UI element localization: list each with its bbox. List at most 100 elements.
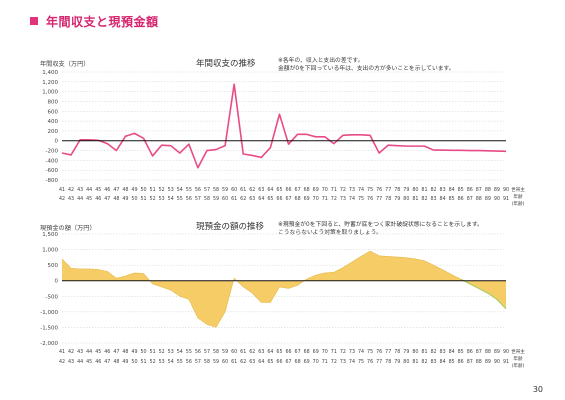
cash-xtick-label: 53 xyxy=(159,359,165,365)
cash-xtick-label: 89 xyxy=(494,349,500,355)
balance-xtick-label: 46 xyxy=(95,196,101,202)
cash-xtick-label: 51 xyxy=(140,359,146,365)
cash-xtick-label: 42 xyxy=(68,349,74,355)
cash-xtick-label: 47 xyxy=(113,349,119,355)
balance-ytick-label: 1,000 xyxy=(42,90,58,96)
balance-xtick-label: 58 xyxy=(213,187,219,193)
balance-xtick-label: 73 xyxy=(340,196,346,202)
balance-xtick-label: 77 xyxy=(376,196,382,202)
cash-ytick-label: 0 xyxy=(55,279,59,285)
cash-xtick-label: 59 xyxy=(213,359,219,365)
cash-xtick-label: 88 xyxy=(485,349,491,355)
balance-xtick-label: 54 xyxy=(177,187,183,193)
cash-xtick-label: 70 xyxy=(322,349,328,355)
balance-xtick-label: 64 xyxy=(258,196,264,202)
balance-xtick-label: 83 xyxy=(440,187,446,193)
balance-xtick-label: 54 xyxy=(168,196,174,202)
cash-xaxis-label: 年齢 xyxy=(513,355,523,362)
cash-xtick-label: 78 xyxy=(385,359,391,365)
cash-xtick-label: 63 xyxy=(258,349,264,355)
cash-area-fill xyxy=(62,251,506,328)
balance-xtick-label: 65 xyxy=(267,196,273,202)
balance-xtick-label: 41 xyxy=(59,187,65,193)
balance-xtick-label: 57 xyxy=(204,187,210,193)
cash-xtick-label: 69 xyxy=(304,359,310,365)
balance-xtick-label: 56 xyxy=(186,196,192,202)
balance-ytick-label: 400 xyxy=(48,119,59,125)
cash-xtick-label: 68 xyxy=(295,359,301,365)
cash-ytick-label: -2,000 xyxy=(40,341,58,347)
balance-xtick-label: 88 xyxy=(485,187,491,193)
balance-xtick-label: 76 xyxy=(376,187,382,193)
balance-xtick-label: 73 xyxy=(349,187,355,193)
cash-xtick-label: 58 xyxy=(213,349,219,355)
balance-xtick-label: 59 xyxy=(222,187,228,193)
cash-note-line: ※現預金が0を下回ると、貯蓄が底をつく家計破綻状態になることを示します。 xyxy=(278,220,483,228)
cash-xtick-label: 71 xyxy=(331,349,337,355)
cash-xtick-label: 66 xyxy=(276,359,282,365)
balance-xtick-label: 48 xyxy=(113,196,119,202)
balance-xtick-label: 66 xyxy=(285,187,291,193)
balance-xtick-label: 43 xyxy=(77,187,83,193)
balance-xtick-label: 72 xyxy=(340,187,346,193)
balance-xtick-label: 83 xyxy=(430,196,436,202)
cash-xtick-label: 75 xyxy=(358,359,364,365)
cash-xtick-label: 58 xyxy=(204,359,210,365)
page-title-row: 年間収支と現預金額 xyxy=(30,10,159,32)
balance-xtick-label: 91 xyxy=(503,196,509,202)
cash-xtick-label: 70 xyxy=(313,359,319,365)
balance-xtick-label: 70 xyxy=(313,196,319,202)
title-marker xyxy=(30,17,38,25)
page-number: 30 xyxy=(532,385,543,394)
balance-xtick-label: 62 xyxy=(249,187,255,193)
balance-ytick-label: -400 xyxy=(46,158,59,164)
cash-xtick-label: 88 xyxy=(476,359,482,365)
balance-xtick-label: 88 xyxy=(476,196,482,202)
balance-xtick-label: 50 xyxy=(131,196,137,202)
cash-xtick-label: 75 xyxy=(367,349,373,355)
balance-chart-title: 年間収支の推移 xyxy=(196,58,256,69)
cash-xtick-label: 83 xyxy=(430,359,436,365)
cash-xtick-label: 41 xyxy=(59,349,65,355)
cash-xtick-label: 43 xyxy=(68,359,74,365)
balance-xtick-label: 46 xyxy=(104,187,110,193)
balance-series-line xyxy=(61,83,507,169)
cash-xtick-label: 60 xyxy=(222,359,228,365)
balance-xtick-label: 55 xyxy=(186,187,192,193)
balance-xtick-label: 89 xyxy=(485,196,491,202)
balance-xtick-label: 68 xyxy=(304,187,310,193)
cash-xtick-label: 67 xyxy=(285,359,291,365)
cash-xtick-label: 45 xyxy=(95,349,101,355)
balance-xtick-label: 50 xyxy=(140,187,146,193)
cash-xtick-label: 74 xyxy=(349,359,355,365)
cash-xtick-label: 63 xyxy=(249,359,255,365)
cash-xtick-label: 54 xyxy=(177,349,183,355)
balance-ytick-label: 0 xyxy=(55,139,59,145)
balance-ylabel: 年間収支（万円） xyxy=(40,60,90,68)
balance-xtick-label: 89 xyxy=(494,187,500,193)
cash-xtick-label: 64 xyxy=(267,349,273,355)
balance-xtick-label: 61 xyxy=(240,187,246,193)
balance-xtick-label: 74 xyxy=(358,187,364,193)
cash-xtick-label: 83 xyxy=(440,349,446,355)
balance-ytick-label: -200 xyxy=(46,149,59,155)
cash-xtick-label: 76 xyxy=(376,349,382,355)
cash-xaxis-label: (年齢) xyxy=(512,362,525,369)
balance-xtick-label: 48 xyxy=(122,187,128,193)
cash-xtick-label: 61 xyxy=(231,359,237,365)
cash-xtick-label: 47 xyxy=(104,359,110,365)
balance-xtick-label: 44 xyxy=(77,196,83,202)
balance-xtick-label: 45 xyxy=(86,196,92,202)
balance-xtick-label: 52 xyxy=(150,196,156,202)
balance-xtick-label: 65 xyxy=(276,187,282,193)
balance-xtick-label: 82 xyxy=(430,187,436,193)
balance-xtick-label: 78 xyxy=(394,187,400,193)
cash-xtick-label: 80 xyxy=(412,349,418,355)
cash-xtick-label: 54 xyxy=(168,359,174,365)
cash-xtick-label: 48 xyxy=(113,359,119,365)
balance-xtick-label: 53 xyxy=(159,196,165,202)
balance-xtick-label: 68 xyxy=(295,196,301,202)
balance-ytick-label: 1,200 xyxy=(42,80,58,86)
balance-xtick-label: 90 xyxy=(494,196,500,202)
cash-ytick-label: -1,000 xyxy=(40,310,58,316)
